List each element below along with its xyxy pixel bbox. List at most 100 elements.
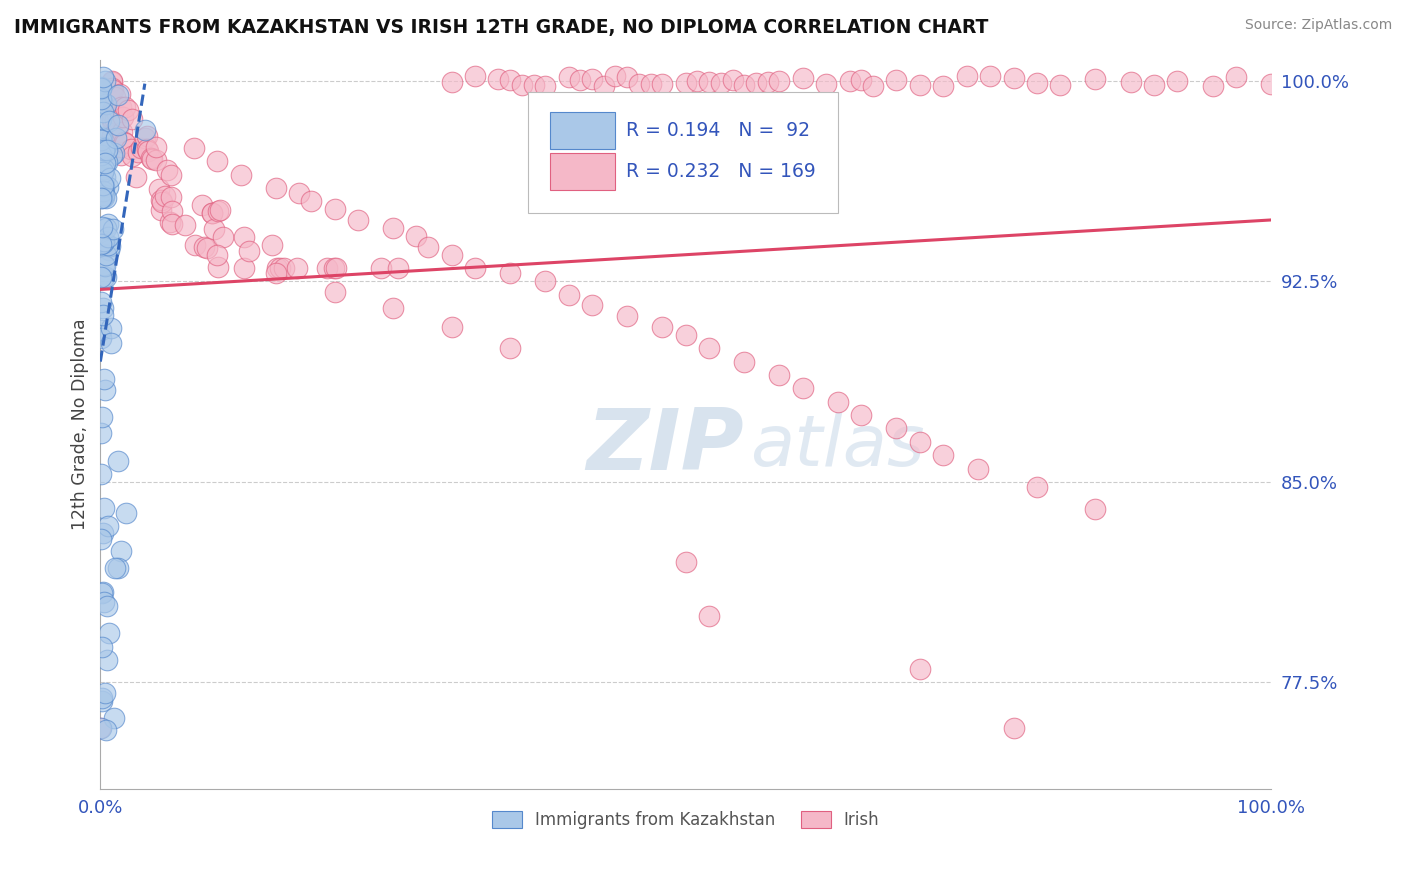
Point [97,230,120,244]
Point [112,136,135,150]
Point [232,261,254,276]
Point [733,354,755,368]
FancyBboxPatch shape [550,112,616,149]
Point [979,69,1001,83]
Point [136,144,159,158]
Point [651,319,673,334]
Point [90,81,112,95]
Point [266,261,288,276]
Point [207,154,229,169]
Point [160,168,183,182]
Point [322,261,344,276]
Point [91,184,114,198]
Point [581,71,603,86]
Point [499,341,522,355]
Point [141,151,163,165]
Point [150,195,173,210]
Point [153,189,176,203]
Point [125,170,148,185]
Point [141,152,163,166]
Point [145,139,167,153]
Point [117,103,139,117]
Point [499,267,522,281]
Point [129,141,152,155]
Point [91,301,114,315]
Point [440,248,463,262]
Point [107,561,129,575]
Point [932,78,955,93]
Point [90,323,112,337]
Point [534,274,557,288]
Point [1026,76,1049,90]
Point [91,104,114,119]
Point [908,434,931,449]
Point [440,319,463,334]
Point [264,267,287,281]
Point [191,198,214,212]
Point [1026,480,1049,494]
Point [768,74,790,88]
Point [827,394,849,409]
Point [557,287,579,301]
Point [616,309,638,323]
Point [201,206,224,220]
Point [90,95,112,110]
FancyBboxPatch shape [550,153,616,190]
Point [768,368,790,382]
Point [90,426,112,441]
Point [862,78,884,93]
Point [1201,78,1223,93]
Point [94,191,117,205]
Point [108,87,131,101]
Point [756,75,779,89]
Point [101,128,124,143]
Point [98,171,121,186]
Point [101,135,124,149]
Point [1225,70,1247,84]
Point [104,130,127,145]
Point [792,381,814,395]
Point [851,408,873,422]
Point [592,79,614,94]
Point [121,149,143,163]
Point [956,69,979,83]
Point [886,421,908,435]
Point [90,219,112,234]
Point [1166,74,1188,88]
Point [107,87,129,102]
Point [101,81,124,95]
Point [101,112,124,126]
Point [136,142,159,156]
Point [101,74,124,88]
Point [382,301,405,315]
Point [90,80,112,95]
Point [150,193,173,207]
Point [1084,501,1107,516]
Point [440,75,463,89]
Point [616,70,638,85]
Point [97,114,120,128]
Point [93,161,115,176]
Point [134,123,156,137]
Point [93,269,115,284]
Point [156,162,179,177]
Point [93,372,115,386]
Point [94,156,117,170]
Point [90,81,112,95]
Point [193,240,215,254]
Point [91,309,114,323]
Point [697,341,720,355]
Point [96,723,118,738]
Point [90,467,112,481]
Point [90,331,112,345]
Point [697,608,720,623]
Point [1002,70,1025,85]
Point [90,130,112,145]
Point [838,74,860,88]
Point [94,383,117,397]
Point [510,78,533,92]
Point [183,237,205,252]
Point [229,168,252,182]
Point [101,128,124,143]
Point [90,237,112,252]
